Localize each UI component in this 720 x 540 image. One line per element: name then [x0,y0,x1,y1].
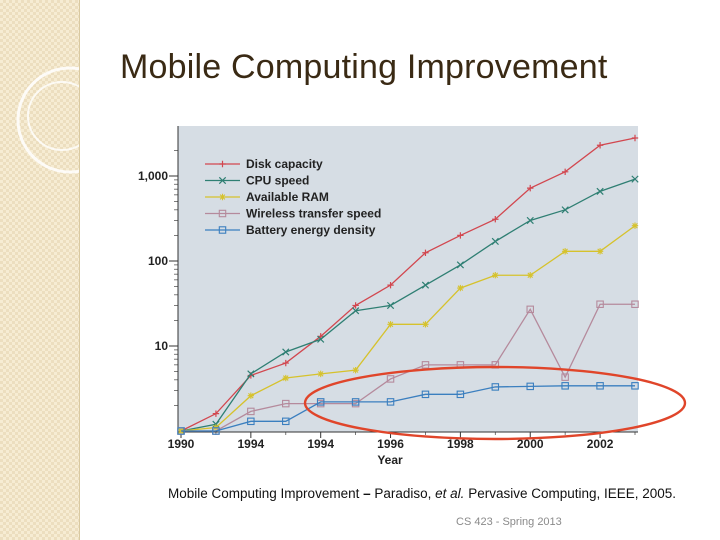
series-line [180,137,636,432]
slide-title: Mobile Computing Improvement [120,48,608,86]
data-point [247,417,255,426]
data-point [631,222,639,229]
data-point [457,284,464,292]
data-point [527,184,534,192]
line-chart: 10 100 1,000 1990 1994 1994 1996 1998 2000 2002 Ye… [138,126,687,467]
data-point [491,383,500,391]
data-point [492,216,499,223]
data-point [561,373,569,381]
data-point [456,261,465,269]
data-point [492,272,499,279]
legend-label: CPU speed [246,174,309,188]
data-point [282,399,290,408]
data-point [177,427,185,435]
data-point [561,206,569,214]
data-point [422,249,429,256]
series-line [180,225,636,432]
data-point [456,390,465,399]
data-point [631,382,639,390]
data-point [219,160,226,168]
data-point [526,305,534,314]
data-point [247,407,255,416]
data-point [218,176,227,185]
data-point [561,168,569,176]
decorative-circles [16,66,80,174]
data-point [527,272,534,279]
citation-title: Mobile Computing Improvement [168,486,360,501]
data-point [386,375,395,383]
data-point [316,398,325,406]
x-tick-label: 2000 [517,437,544,451]
x-tick-label: 1994 [307,437,334,451]
series-line [181,385,635,432]
data-point [491,237,499,246]
y-tick-label: 1,000 [138,169,168,183]
data-point [457,232,464,239]
x-tick-label: 1994 [237,437,264,451]
data-point [596,248,604,255]
legend-label: Wireless transfer speed [246,207,381,221]
data-point [561,382,569,390]
data-point [317,335,325,343]
x-tick-label: 1998 [447,437,474,451]
data-point [421,281,430,289]
citation-dash: – [359,486,375,501]
data-point [282,417,290,426]
data-point [422,321,429,328]
data-point [631,175,639,183]
slide-footer: CS 423 - Spring 2013 [456,516,562,528]
citation-etal: et al. [435,486,465,501]
data-point [631,134,639,142]
citation-source: Pervasive Computing, IEEE, 2005. [464,486,677,501]
data-point [386,398,395,406]
series-battery-energy-density [177,382,639,435]
data-point [351,307,360,315]
data-point [526,216,534,225]
data-point [526,382,534,391]
decorative-side-band [0,0,80,540]
data-point [561,248,569,255]
data-point [247,392,255,399]
data-point [421,390,430,399]
series-line [180,178,636,432]
series-disk-capacity [177,134,639,435]
x-tick-label: 1990 [168,437,195,451]
y-tick-label: 10 [155,339,169,353]
data-point [218,209,227,218]
data-point [352,366,359,374]
citation: Mobile Computing Improvement – Paradiso,… [168,486,676,501]
data-point [351,398,360,406]
legend-label: Battery energy density [246,223,376,237]
x-axis-label: Year [377,453,403,467]
data-point [282,348,290,356]
data-point [218,226,227,234]
citation-author: Paradiso, [374,486,436,501]
data-point [596,300,604,308]
highlight-ellipse [303,365,687,441]
legend-label: Available RAM [246,190,329,204]
data-point [317,370,324,378]
data-point [387,321,394,328]
x-tick-label: 1996 [377,437,404,451]
data-point [596,187,604,195]
data-point [212,427,220,435]
legend-label: Disk capacity [246,157,323,171]
data-point [386,301,395,310]
data-point [247,370,255,378]
data-point [387,281,394,289]
data-point [631,300,639,308]
data-point [596,142,604,149]
y-tick-label: 100 [148,254,168,268]
data-point [352,302,359,309]
legend: Disk capacity CPU speed Available RAM Wirel… [205,157,381,237]
data-point [219,193,226,201]
x-tick-label: 2002 [587,437,614,451]
data-point [282,374,289,382]
side-divider [79,0,80,540]
data-point [421,361,430,369]
data-point [282,359,289,367]
plot-background [178,126,638,432]
data-point [596,382,604,390]
data-point [212,410,220,417]
